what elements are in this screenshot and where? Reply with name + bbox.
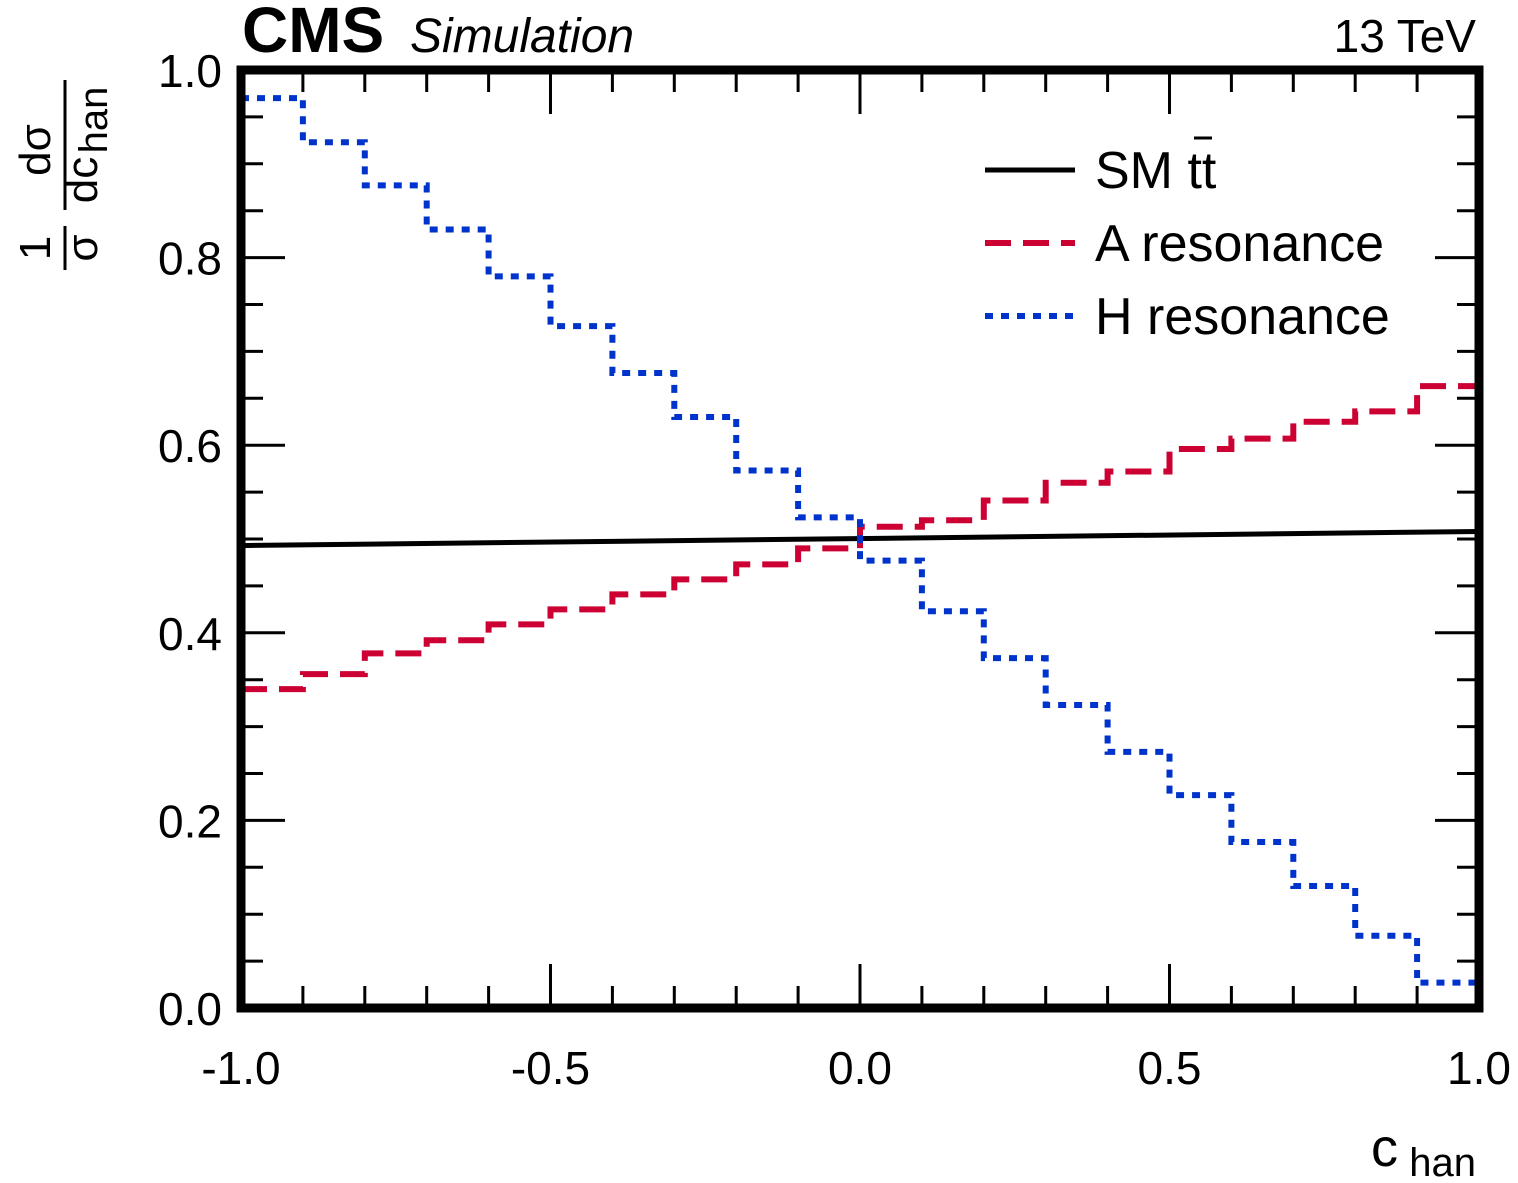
legend-label-a-resonance: A resonance: [1095, 215, 1384, 273]
x-tick-label: 1.0: [1447, 1042, 1511, 1094]
y-tick-label: 1.0: [158, 45, 222, 97]
y-tick-label: 0.2: [158, 795, 222, 847]
legend-label-sm-ttbar: SM tt: [1095, 142, 1217, 200]
y-axis-title-subscript: han: [72, 87, 116, 154]
y-axis-title: 1 σ dσ dc han: [11, 80, 116, 270]
y-tick-label: 0.4: [158, 608, 222, 660]
x-tick-label: 0.0: [828, 1042, 892, 1094]
x-tick-label: -0.5: [511, 1042, 590, 1094]
y-tick-label: 0.0: [158, 983, 222, 1035]
data-series: [240, 95, 1480, 986]
y-axis-title-one: 1: [11, 236, 60, 260]
plot-frame: [236, 65, 1484, 1013]
y-axis-title-dsigma: dσ: [11, 124, 60, 176]
x-axis-title-main: c: [1371, 1118, 1398, 1178]
series-h-resonance-step: [241, 95, 1479, 986]
cms-label: CMS: [242, 0, 384, 66]
x-tick-label: 0.5: [1138, 1042, 1202, 1094]
x-axis-title-subscript: han: [1409, 1141, 1476, 1178]
energy-label: 13 TeV: [1334, 10, 1477, 62]
legend-label-sm-ttbar-text: SM tt: [1095, 142, 1217, 200]
y-axis-title-dc: dc: [58, 157, 107, 203]
y-tick-label: 0.6: [158, 420, 222, 472]
legend-label-h-resonance: H resonance: [1095, 288, 1390, 346]
x-tick-label: -1.0: [201, 1042, 280, 1094]
x-axis-title: c han: [1371, 1118, 1476, 1183]
legend: SM tt A resonance H resonance: [985, 136, 1390, 346]
tick-labels: -1.0 -0.5 0.0 0.5 1.0 0.0 0.2 0.4 0.6 0.8 1.0: [158, 45, 1511, 1094]
y-tick-label: 0.8: [158, 233, 222, 285]
simulation-label: Simulation: [410, 10, 634, 63]
y-axis-title-sigma: σ: [58, 234, 107, 261]
